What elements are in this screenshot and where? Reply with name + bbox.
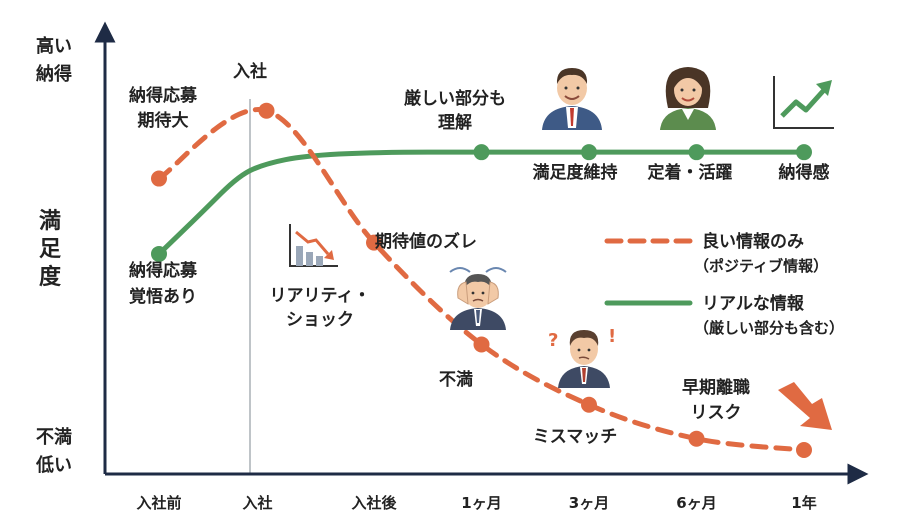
svg-text:!: ! [608, 326, 616, 347]
ann-orange-2: 期待値のズレ [375, 231, 477, 252]
point-real-info [473, 144, 490, 161]
point-positive-only [151, 170, 167, 187]
ann-green-1a: 厳しい部分も [404, 88, 506, 109]
ann-green-2: 満足度維持 [533, 162, 618, 183]
x-tick-label: 入社前 [136, 494, 181, 512]
legend-sub-orange: （ポジティブ情報） [694, 257, 828, 275]
ann-green-4: 納得感 [779, 162, 830, 183]
point-positive-only [581, 396, 597, 413]
x-tick-label: 1年 [791, 494, 816, 512]
arrow-down-icon [778, 382, 832, 430]
y-bottom-label-2: 低い [35, 454, 72, 476]
ann-green-1b: 理解 [438, 112, 472, 133]
legend: 良い情報のみ （ポジティブ情報） リアルな情報 （厳しい部分も含む） [604, 231, 844, 337]
series-layer [151, 102, 812, 458]
point-positive-only [796, 442, 812, 458]
point-positive-only [258, 102, 275, 119]
ann-orange-1: 入社 [233, 61, 267, 82]
y-top-label-2: 納得 [36, 63, 72, 85]
legend-label-green: リアルな情報 [702, 293, 805, 314]
point-real-info [151, 245, 167, 262]
ann-orange-5: ミスマッチ [533, 427, 618, 447]
point-real-info [688, 144, 705, 161]
y-axis-title: 満足度 [39, 208, 62, 290]
ann-orange-4: 不満 [439, 369, 473, 390]
point-positive-only [688, 430, 705, 447]
series-line-real-info [156, 149, 807, 257]
ann-orange-6b: リスク [691, 403, 742, 423]
point-real-info [581, 144, 597, 161]
x-tick-label: 入社 [242, 494, 272, 512]
satisfied-woman-icon [660, 67, 716, 130]
x-tick-label: 6ヶ月 [676, 494, 716, 512]
confused-person-icon: ? ! [548, 326, 616, 388]
point-real-info [796, 144, 812, 161]
ann-green-0b: 覚悟あり [129, 286, 197, 307]
x-tick-label: 3ヶ月 [569, 494, 609, 512]
ann-orange-3a: リアリティ・ [270, 286, 371, 306]
satisfied-man-icon [542, 68, 602, 130]
y-top-label-1: 高い [36, 35, 72, 57]
legend-label-orange: 良い情報のみ [702, 231, 804, 252]
ann-orange-6a: 早期離職 [682, 377, 750, 398]
worried-person-icon [449, 267, 507, 330]
point-positive-only [473, 336, 490, 353]
chart-down-icon [289, 224, 338, 267]
point-positive-only [366, 234, 382, 251]
ann-green-3: 定着・活躍 [648, 162, 733, 183]
x-tick-label: 1ヶ月 [461, 494, 501, 512]
x-ticks: 入社前 入社 入社後 1ヶ月 3ヶ月 6ヶ月 1年 [136, 494, 816, 512]
y-bottom-label-1: 不満 [36, 426, 72, 448]
ann-green-0a: 納得応募 [129, 260, 198, 281]
svg-text:?: ? [548, 330, 558, 351]
ann-orange-0a: 納得応募 [129, 85, 198, 106]
legend-sub-green: （厳しい部分も含む） [694, 319, 844, 337]
ann-orange-3b: ショック [286, 310, 354, 330]
x-tick-label: 入社後 [351, 494, 397, 512]
chart-up-icon [773, 76, 834, 129]
ann-orange-0b: 期待大 [138, 110, 189, 131]
